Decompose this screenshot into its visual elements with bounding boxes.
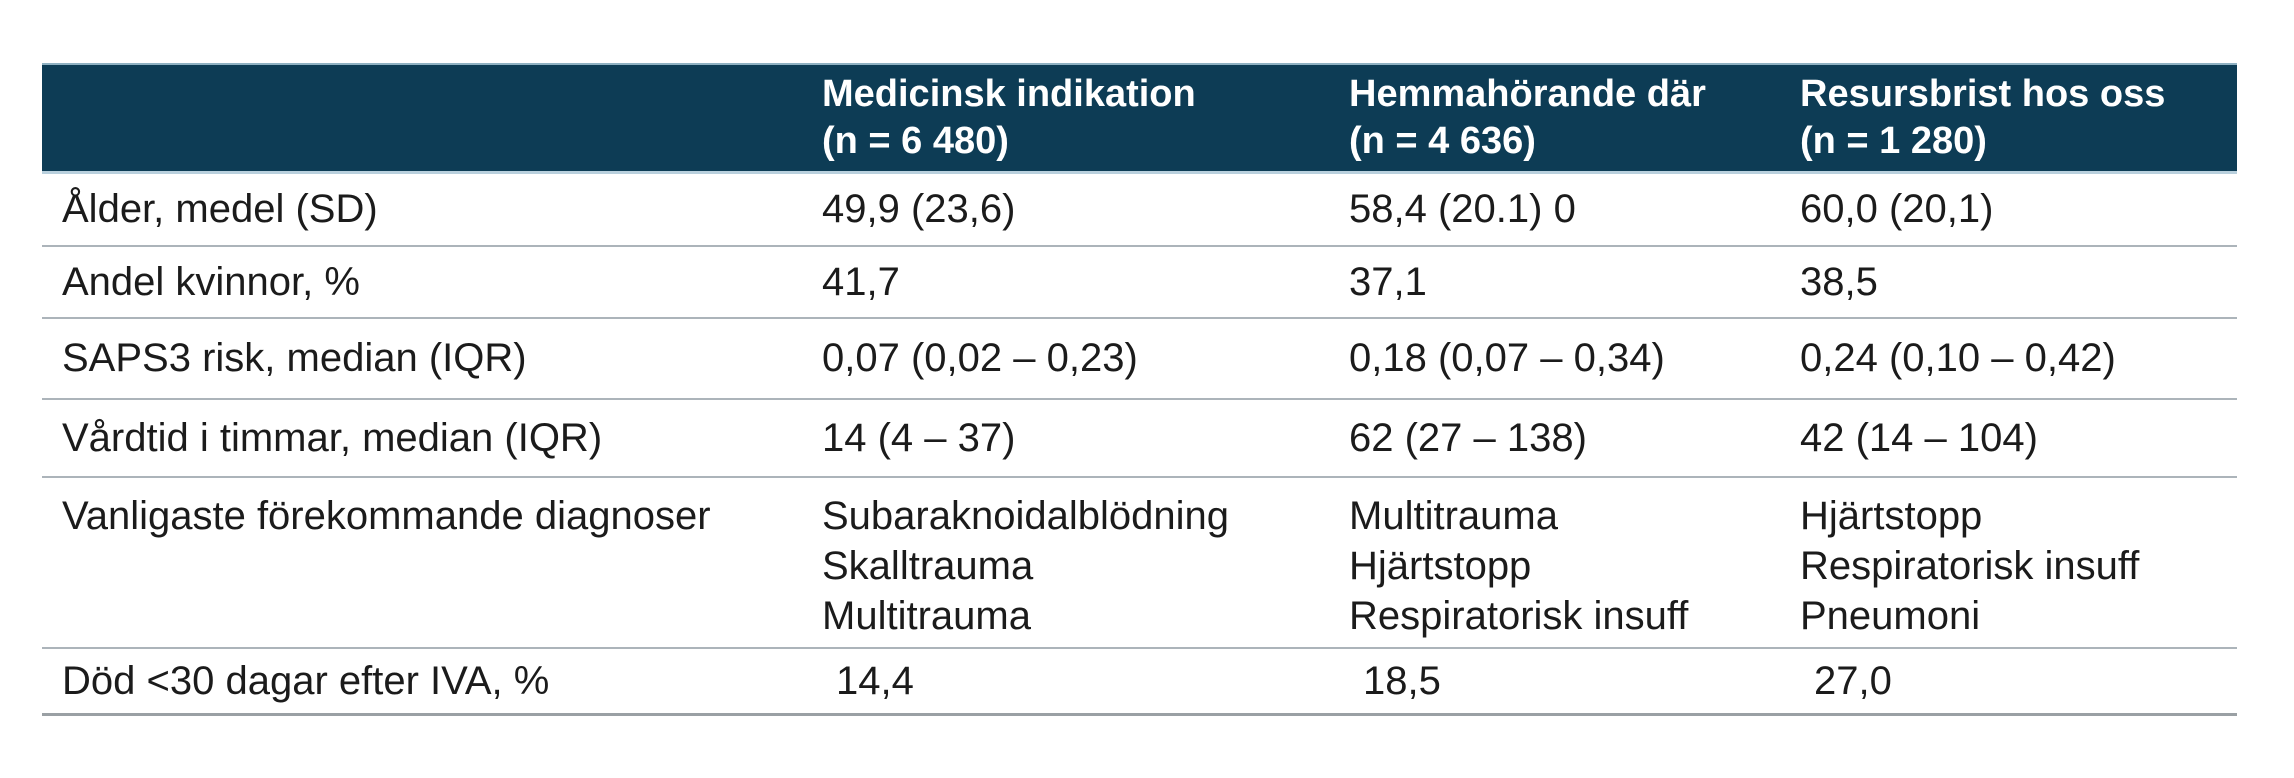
value-cell: 27,0: [1788, 647, 2237, 716]
column-title: Hemmahörande där: [1349, 73, 1706, 115]
column-subtitle: (n = 6 480): [822, 120, 1009, 162]
row-label: Död <30 dagar efter IVA, %: [42, 647, 810, 716]
baseline-characteristics-table-container: Medicinsk indikation (n = 6 480) Hemmahör…: [42, 63, 2237, 716]
table-row-saps3-risk: SAPS3 risk, median (IQR) 0,07 (0,02 – 0,…: [42, 317, 2237, 400]
value-cell: 41,7: [810, 245, 1337, 319]
column-title: Medicinsk indikation: [822, 73, 1196, 115]
value-cell: 38,5: [1788, 245, 2237, 319]
table-row-women-share: Andel kvinnor, % 41,7 37,1 38,5: [42, 245, 2237, 319]
value-cell: 37,1: [1337, 245, 1788, 319]
table-row-common-diagnoses: Vanligaste förekommande diagnoser Subara…: [42, 476, 2237, 649]
row-label: Vårdtid i timmar, median (IQR): [42, 398, 810, 478]
header-cell-medicinsk-indikation: Medicinsk indikation (n = 6 480): [810, 63, 1337, 174]
column-subtitle: (n = 1 280): [1800, 120, 1987, 162]
value-cell: 0,07 (0,02 – 0,23): [810, 317, 1337, 400]
header-cell-empty: [42, 63, 810, 174]
header-cell-resursbrist-hos-oss: Resursbrist hos oss (n = 1 280): [1788, 63, 2237, 174]
row-label: Vanligaste förekommande diagnoser: [42, 476, 810, 649]
row-label: SAPS3 risk, median (IQR): [42, 317, 810, 400]
value-cell: Hjärtstopp Respiratorisk insuff Pneumoni: [1788, 476, 2237, 649]
table-row-length-of-stay: Vårdtid i timmar, median (IQR) 14 (4 – 3…: [42, 398, 2237, 478]
row-label: Andel kvinnor, %: [42, 245, 810, 319]
value-cell: 0,24 (0,10 – 0,42): [1788, 317, 2237, 400]
row-label: Ålder, medel (SD): [42, 172, 810, 247]
value-cell: 42 (14 – 104): [1788, 398, 2237, 478]
table-row-30day-mortality: Död <30 dagar efter IVA, % 14,4 18,5 27,…: [42, 647, 2237, 716]
header-cell-hemmahorande-dar: Hemmahörande där (n = 4 636): [1337, 63, 1788, 174]
value-cell: 14,4: [810, 647, 1337, 716]
header-row: Medicinsk indikation (n = 6 480) Hemmahör…: [42, 63, 2237, 174]
baseline-characteristics-table: Medicinsk indikation (n = 6 480) Hemmahör…: [42, 63, 2237, 716]
table-row-age: Ålder, medel (SD) 49,9 (23,6) 58,4 (20.1…: [42, 172, 2237, 247]
value-cell: 18,5: [1337, 647, 1788, 716]
column-subtitle: (n = 4 636): [1349, 120, 1536, 162]
value-cell: 14 (4 – 37): [810, 398, 1337, 478]
column-title: Resursbrist hos oss: [1800, 73, 2166, 115]
value-cell: 58,4 (20.1) 0: [1337, 172, 1788, 247]
value-cell: 62 (27 – 138): [1337, 398, 1788, 478]
value-cell: 60,0 (20,1): [1788, 172, 2237, 247]
value-cell: Subaraknoidalblödning Skalltrauma Multit…: [810, 476, 1337, 649]
value-cell: 0,18 (0,07 – 0,34): [1337, 317, 1788, 400]
value-cell: Multitrauma Hjärtstopp Respiratorisk ins…: [1337, 476, 1788, 649]
value-cell: 49,9 (23,6): [810, 172, 1337, 247]
